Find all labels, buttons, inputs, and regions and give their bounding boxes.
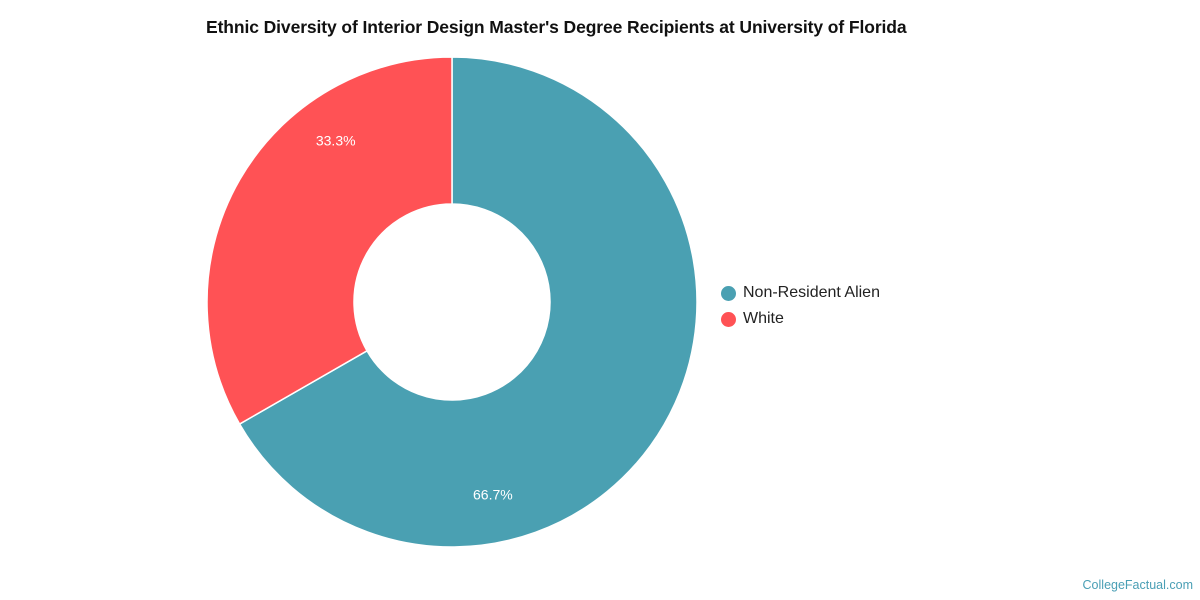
slice-label-non-resident-alien: 66.7%: [473, 486, 513, 502]
watermark: CollegeFactual.com: [1082, 578, 1193, 592]
legend-swatch: [721, 311, 736, 327]
slice-non-resident-alien: [238, 56, 698, 548]
slice-label-white: 33.3%: [316, 132, 356, 148]
legend-label: White: [743, 310, 784, 327]
slice-white: [206, 56, 453, 426]
legend-item-white[interactable]: White: [721, 306, 880, 332]
chart-title: Ethnic Diversity of Interior Design Mast…: [206, 17, 907, 37]
chart-legend: Non-Resident Alien White: [721, 280, 880, 332]
legend-swatch: [721, 285, 736, 301]
legend-item-non-resident-alien[interactable]: Non-Resident Alien: [721, 280, 880, 306]
legend-label: Non-Resident Alien: [743, 284, 880, 301]
